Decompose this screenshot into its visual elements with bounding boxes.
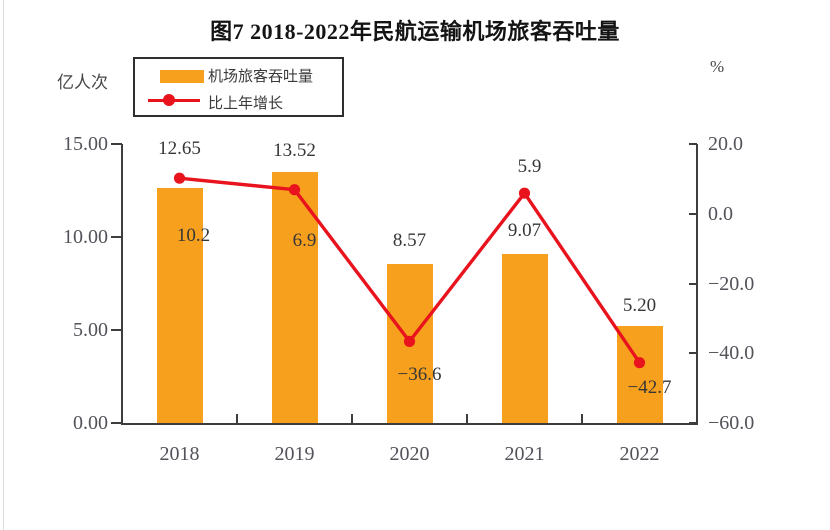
right-axis-tick xyxy=(689,212,697,215)
line-value-label-2022: −42.7 xyxy=(627,376,672,398)
growth-line-series xyxy=(173,172,646,369)
line-value-label-2021: 5.9 xyxy=(517,156,542,178)
left-axis-line xyxy=(121,144,123,425)
x-axis-line xyxy=(121,423,698,425)
legend-bar-label: 机场旅客吞吐量 xyxy=(208,69,314,85)
left-axis-tick-label: 15.00 xyxy=(63,133,108,155)
line-value-label-2020: −36.6 xyxy=(397,364,442,386)
x-axis-boundary-tick xyxy=(236,414,238,423)
legend: 机场旅客吞吐量 比上年增长 xyxy=(133,57,344,117)
right-axis-tick xyxy=(689,282,697,285)
legend-bar-swatch xyxy=(160,70,204,83)
x-category-label-2020: 2020 xyxy=(389,443,430,465)
x-category-label-2018: 2018 xyxy=(159,443,200,465)
bar-value-label-2018: 12.65 xyxy=(158,137,201,159)
right-axis-tick xyxy=(689,143,697,145)
bar-2021 xyxy=(501,254,548,423)
left-axis-unit-label: 亿人次 xyxy=(57,73,108,92)
left-axis-tick-label: 0.00 xyxy=(73,412,108,434)
x-axis-boundary-tick xyxy=(466,414,468,423)
left-axis-tick xyxy=(111,422,122,424)
left-axis-tick xyxy=(111,143,122,145)
growth-line-path xyxy=(177,176,642,365)
x-category-label-2022: 2022 xyxy=(619,443,660,465)
line-point-2019 xyxy=(288,184,301,196)
left-axis-tick-label: 10.00 xyxy=(63,226,108,248)
x-category-label-2021: 2021 xyxy=(504,443,545,465)
bar-value-label-2019: 13.52 xyxy=(273,139,316,161)
left-axis-tick xyxy=(111,236,122,238)
bar-2019 xyxy=(271,171,318,423)
bar-value-label-2022: 5.20 xyxy=(622,295,657,317)
legend-line-marker-icon xyxy=(163,94,175,106)
right-axis-tick-label: −20.0 xyxy=(708,272,755,295)
x-axis-boundary-tick xyxy=(581,414,583,423)
right-axis-unit-label: % xyxy=(710,57,725,76)
line-value-label-2018: 10.2 xyxy=(176,225,211,247)
right-axis-line xyxy=(696,144,698,425)
right-axis-tick-label: 0.0 xyxy=(708,202,733,225)
bar-2018 xyxy=(156,187,203,423)
legend-line-label: 比上年增长 xyxy=(208,96,284,112)
line-point-2020 xyxy=(403,335,416,347)
bar-value-label-2021: 9.07 xyxy=(507,220,542,242)
left-axis-tick xyxy=(111,329,122,331)
bar-value-label-2020: 8.57 xyxy=(392,229,427,251)
x-axis-boundary-tick xyxy=(351,414,353,423)
line-point-2021 xyxy=(518,187,531,199)
left-axis-tick-label: 5.00 xyxy=(73,319,108,341)
x-category-label-2019: 2019 xyxy=(274,443,315,465)
page-edge-rule xyxy=(3,0,4,530)
chart-title: 图7 2018-2022年民航运输机场旅客吞吐量 xyxy=(210,19,620,44)
line-point-2018 xyxy=(173,172,186,184)
right-axis-tick-label: −60.0 xyxy=(708,412,755,434)
right-axis-tick xyxy=(689,422,697,424)
right-axis-tick-label: 20.0 xyxy=(708,133,743,155)
right-axis-tick xyxy=(689,352,697,355)
line-value-label-2019: 6.9 xyxy=(292,229,317,251)
right-axis-tick-label: −40.0 xyxy=(708,342,755,365)
line-point-2022 xyxy=(633,357,646,369)
